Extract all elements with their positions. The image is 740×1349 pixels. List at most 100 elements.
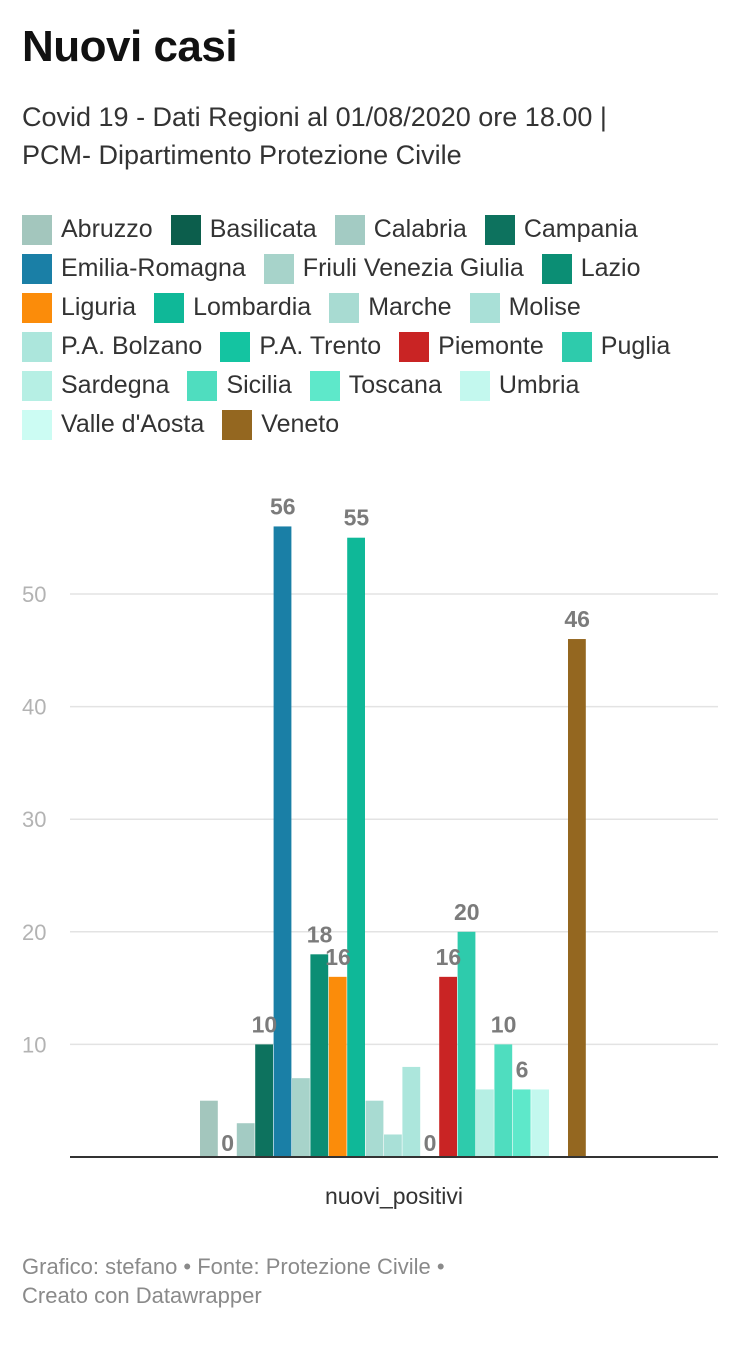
data-label-piemonte: 16	[436, 944, 462, 970]
subtitle-line-2: PCM- Dipartimento Protezione Civile	[22, 140, 462, 170]
data-label-veneto: 46	[564, 606, 590, 632]
data-label-emilia-romagna: 56	[270, 493, 296, 519]
legend-label: Lazio	[580, 254, 641, 282]
bar-abruzzo	[200, 1100, 218, 1157]
data-label-basilicata: 0	[221, 1130, 234, 1156]
y-tick-label: 10	[22, 1032, 46, 1057]
bar-molise	[384, 1134, 402, 1157]
legend-label: Lombardia	[193, 293, 312, 321]
legend-label: Emilia-Romagna	[61, 254, 246, 282]
legend-item-lombardia: Lombardia	[154, 292, 311, 323]
legend-item-friuli-venezia-giulia: Friuli Venezia Giulia	[263, 253, 524, 284]
legend-swatch	[22, 370, 52, 401]
page-subtitle: Covid 19 - Dati Regioni al 01/08/2020 or…	[22, 98, 712, 174]
legend-swatch	[187, 370, 218, 401]
chart-footer: Grafico: stefano • Fonte: Protezione Civ…	[22, 1252, 445, 1310]
legend-swatch	[309, 370, 340, 401]
legend-label: Abruzzo	[61, 215, 153, 243]
legend-item-molise: Molise	[469, 292, 581, 323]
bar-liguria	[328, 976, 347, 1157]
bar-sicilia	[494, 1044, 513, 1157]
legend-item-basilicata: Basilicata	[170, 214, 317, 245]
legend-item-emilia-romagna: Emilia-Romagna	[22, 253, 246, 284]
legend-swatch	[541, 253, 572, 284]
y-tick-label: 20	[22, 920, 46, 945]
legend-label: Toscana	[348, 371, 442, 399]
legend-item-umbria: Umbria	[459, 370, 580, 401]
bar-campania	[255, 1044, 273, 1157]
legend-swatch	[484, 214, 515, 245]
legend-item-piemonte: Piemonte	[399, 331, 544, 362]
bar-emilia-romagna	[273, 526, 292, 1157]
legend-label: P.A. Bolzano	[61, 332, 203, 360]
bar-friuli-venezia-giulia	[292, 1078, 310, 1157]
legend-label: Basilicata	[209, 215, 317, 243]
footer-credit-line: Grafico: stefano • Fonte: Protezione Civ…	[22, 1254, 445, 1279]
bar-veneto	[568, 639, 586, 1157]
data-label-campania: 10	[252, 1011, 278, 1037]
legend-label: Liguria	[61, 293, 137, 321]
legend-label: Veneto	[261, 410, 340, 438]
legend-swatch	[22, 253, 52, 284]
legend-swatch	[22, 331, 52, 362]
y-tick-label: 50	[22, 582, 46, 607]
legend-label: Friuli Venezia Giulia	[302, 254, 524, 282]
subtitle-line-1: Covid 19 - Dati Regioni al 01/08/2020 or…	[22, 102, 607, 132]
data-label-lombardia: 55	[344, 505, 370, 531]
footer-datawrapper-line: Creato con Datawrapper	[22, 1283, 262, 1308]
bar-lazio	[310, 954, 329, 1157]
bar-piemonte	[439, 976, 457, 1157]
data-label-puglia: 20	[454, 899, 480, 925]
legend-swatch	[561, 331, 592, 362]
bar-puglia	[457, 931, 476, 1157]
legend-label: P.A. Trento	[259, 332, 382, 360]
x-category-label: nuovi_positivi	[325, 1183, 463, 1209]
legend-item-p-a-trento: P.A. Trento	[220, 331, 381, 362]
legend-label: Calabria	[373, 215, 467, 243]
bar-p-a-bolzano	[402, 1066, 421, 1157]
legend-item-puglia: Puglia	[561, 331, 671, 362]
legend-label: Campania	[523, 215, 638, 243]
bar-marche	[365, 1100, 384, 1157]
legend-label: Marche	[368, 293, 452, 321]
legend-label: Umbria	[498, 371, 580, 399]
data-label-toscana: 6	[516, 1056, 529, 1082]
legend-swatch	[154, 292, 185, 323]
legend-swatch	[220, 331, 251, 362]
data-label-lazio: 18	[307, 921, 333, 947]
legend-item-sicilia: Sicilia	[187, 370, 292, 401]
data-label-liguria: 16	[325, 944, 351, 970]
legend-item-campania: Campania	[484, 214, 638, 245]
legend-swatch	[22, 409, 52, 440]
legend-label: Sicilia	[226, 371, 292, 399]
legend-item-veneto: Veneto	[222, 409, 339, 440]
legend-label: Sardegna	[61, 371, 170, 399]
legend-item-marche: Marche	[329, 292, 452, 323]
legend-item-lazio: Lazio	[541, 253, 641, 284]
legend-item-valle-d-aosta: Valle d'Aosta	[22, 409, 204, 440]
bar-lombardia	[347, 537, 365, 1157]
data-label-sicilia: 10	[491, 1011, 517, 1037]
legend-label: Valle d'Aosta	[61, 410, 205, 438]
legend-item-liguria: Liguria	[22, 292, 136, 323]
data-label-p-a-trento: 0	[424, 1130, 437, 1156]
legend-swatch	[170, 214, 201, 245]
legend-swatch	[22, 214, 52, 245]
legend-swatch	[222, 409, 253, 440]
legend-item-toscana: Toscana	[309, 370, 442, 401]
chart-legend: Abruzzo Basilicata Calabria Campania Emilia-…	[22, 214, 722, 440]
legend-swatch	[22, 292, 52, 323]
y-tick-label: 40	[22, 695, 46, 720]
legend-swatch	[459, 370, 490, 401]
page-title: Nuovi casi	[22, 22, 238, 71]
legend-swatch	[469, 292, 500, 323]
legend-label: Molise	[508, 293, 581, 321]
legend-label: Puglia	[600, 332, 671, 360]
legend-item-p-a-bolzano: P.A. Bolzano	[22, 331, 202, 362]
bar-umbria	[531, 1089, 549, 1157]
legend-item-calabria: Calabria	[334, 214, 467, 245]
legend-swatch	[334, 214, 365, 245]
legend-swatch	[399, 331, 430, 362]
legend-swatch	[263, 253, 294, 284]
